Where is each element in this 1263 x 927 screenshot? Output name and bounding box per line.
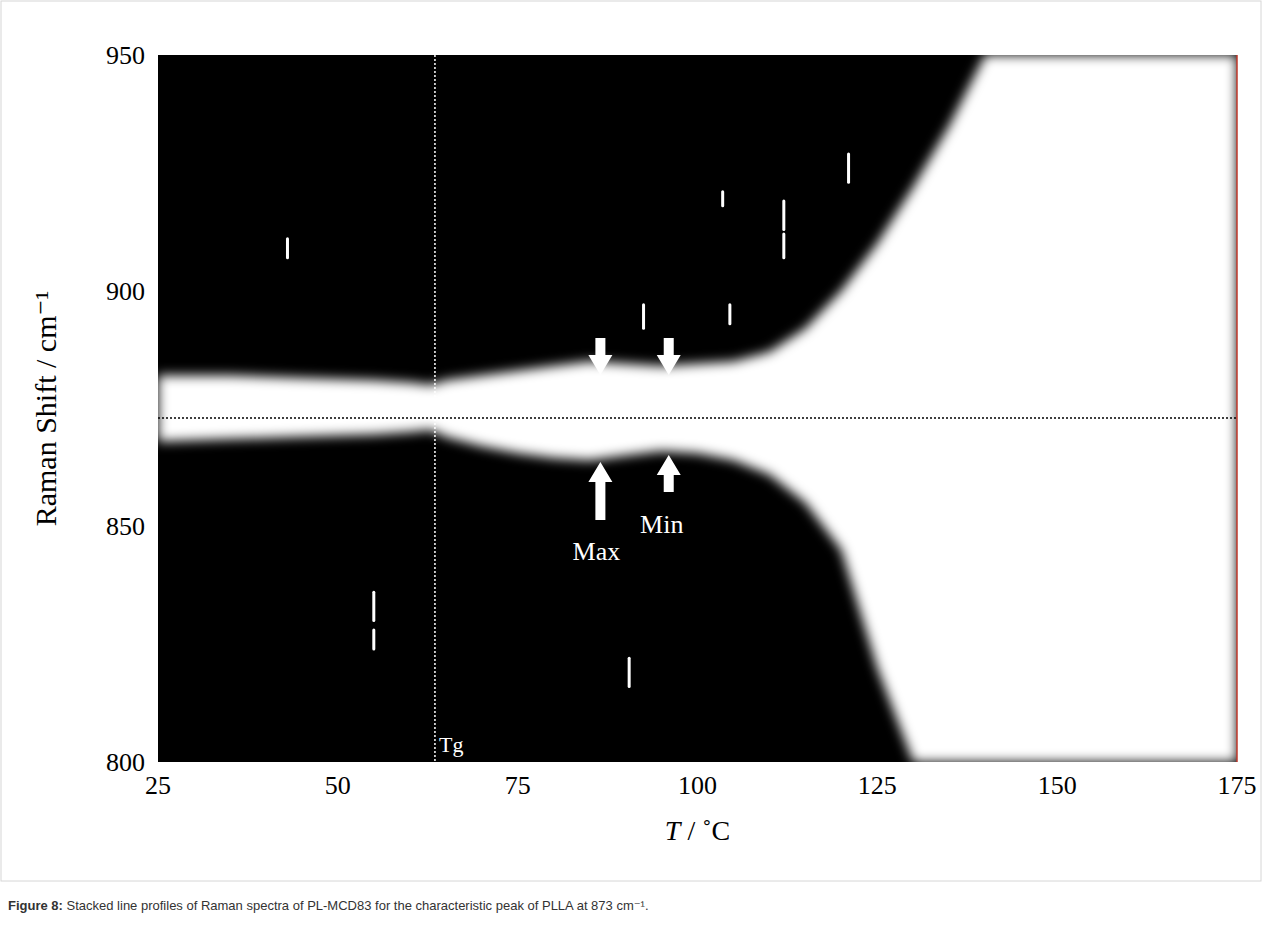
tg-label: Tg (439, 732, 463, 757)
spike (642, 305, 645, 329)
y-tick-label: 800 (106, 748, 145, 777)
x-tick-label: 50 (325, 771, 351, 800)
x-tick-label: 125 (858, 771, 897, 800)
spike (286, 239, 289, 258)
x-axis-title: T / ˚C (665, 815, 730, 846)
arrow (657, 338, 681, 375)
spike (728, 305, 731, 324)
arrow (588, 462, 612, 520)
x-tick-label: 100 (678, 771, 717, 800)
arrow (588, 338, 612, 375)
x-tick-label: 25 (145, 771, 171, 800)
x-tick-label: 75 (505, 771, 531, 800)
y-tick-label: 950 (106, 41, 145, 70)
reference-line (158, 417, 1237, 419)
figure: Max Min Tg 25 50 75 100 125 150 175 800 850 900 950 T … (0, 0, 1263, 927)
plot-background (158, 55, 1237, 762)
marker-label: Min (640, 510, 683, 539)
y-tick-label: 850 (106, 512, 145, 541)
x-tick-label: 175 (1218, 771, 1257, 800)
tg-line (434, 55, 436, 762)
spike (847, 154, 850, 182)
spike (721, 192, 724, 206)
annotations: Max Min (573, 338, 684, 566)
figure-frame (1, 1, 1261, 881)
spike (782, 201, 785, 229)
y-tick-label: 900 (106, 277, 145, 306)
spike (628, 658, 631, 686)
x-tick-label: 150 (1038, 771, 1077, 800)
arrow (657, 455, 681, 492)
plot-edge (1236, 55, 1238, 762)
marker-label: Max (573, 537, 621, 566)
y-axis-title: Raman Shift / cm⁻¹ (29, 291, 62, 527)
intensity-band (158, 55, 1237, 762)
spike (372, 592, 375, 620)
spike (782, 234, 785, 258)
caption: Figure 8: Stacked line profiles of Raman… (8, 898, 649, 913)
spike (372, 630, 375, 649)
plot-area (158, 55, 1237, 762)
